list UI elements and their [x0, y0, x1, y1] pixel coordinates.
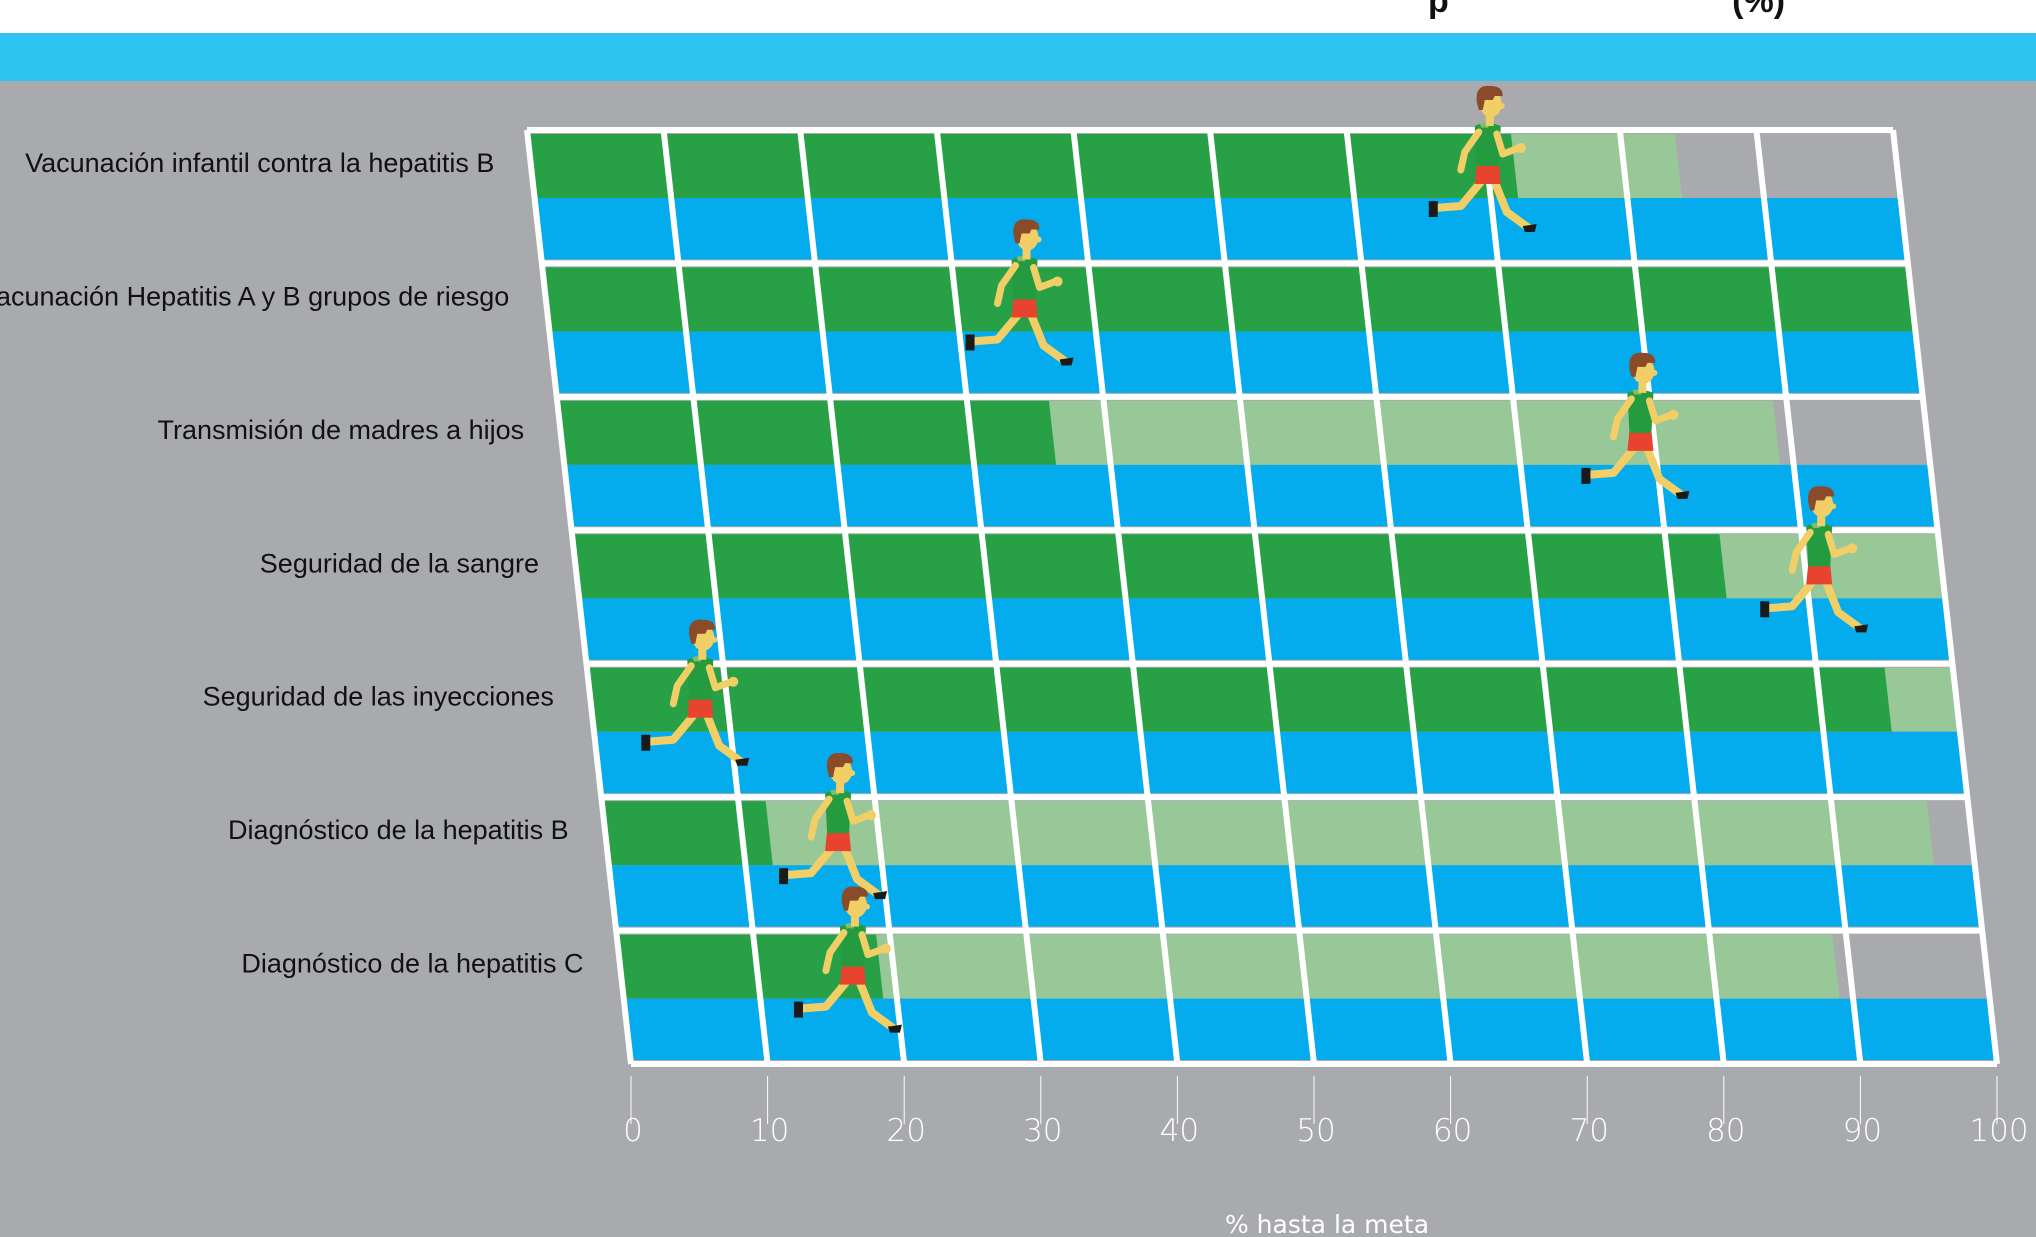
bar-achieved-6	[616, 934, 884, 999]
grid-line-40	[1070, 129, 1181, 1065]
row-labels: Vacunación infantil contra la hepatitis …	[0, 148, 584, 979]
tick-label-60: 60	[1433, 1113, 1472, 1149]
tick-label-50: 50	[1296, 1113, 1335, 1149]
grid-line-100	[1890, 129, 2000, 1065]
x-axis-title: % hasta la meta	[1225, 1210, 1429, 1237]
tick-label-30: 30	[1023, 1113, 1062, 1149]
x-axis-ticks: 0 10 20 30 40 50 60 70 80 90 100	[623, 1076, 2029, 1149]
grid-line-30	[933, 129, 1044, 1065]
row-label-5: Diagnóstico de la hepatitis B	[228, 815, 569, 845]
tick-label-0: 0	[623, 1113, 643, 1149]
grid-line-90	[1753, 129, 1864, 1065]
grid-line-50	[1207, 129, 1317, 1065]
tick-label-40: 40	[1160, 1113, 1199, 1149]
row-label-3: Seguridad de la sangre	[260, 548, 539, 578]
bar-achieved-3	[572, 534, 1727, 599]
grid-line-60	[1343, 129, 1454, 1065]
row-label-2: Transmisión de madres a hijos	[157, 415, 524, 445]
row-label-6: Diagnóstico de la hepatitis C	[241, 949, 583, 979]
row-label-0: Vacunación infantil contra la hepatitis …	[25, 148, 494, 178]
tick-label-80: 80	[1706, 1113, 1745, 1149]
title-band	[0, 33, 2036, 81]
grid-line-0	[524, 129, 634, 1065]
grid-line-70	[1480, 129, 1591, 1065]
bar-remaining-6	[616, 934, 1840, 999]
bar-remaining-5	[601, 801, 1934, 866]
bar-achieved-4	[586, 667, 1892, 732]
chart-title-fragment: p (%)	[1428, 0, 1785, 20]
grid-line-80	[1616, 129, 1727, 1065]
grid-line-20	[797, 129, 908, 1065]
track-grid	[524, 127, 2000, 1067]
tick-label-70: 70	[1569, 1113, 1608, 1149]
bar-achieved-0	[527, 134, 1519, 199]
bar-achieved-2	[557, 400, 1057, 465]
tick-label-20: 20	[886, 1113, 925, 1149]
grid-line-10	[660, 129, 771, 1065]
tick-label-90: 90	[1843, 1113, 1882, 1149]
tick-label-10: 10	[750, 1113, 789, 1149]
bar-achieved-5	[601, 801, 773, 866]
row-label-4: Seguridad de las inyecciones	[203, 682, 554, 712]
header-strip	[0, 0, 2036, 33]
tick-label-100: 100	[1969, 1113, 2028, 1149]
row-label-1: Vacunación Hepatitis A y B grupos de rie…	[0, 281, 509, 311]
